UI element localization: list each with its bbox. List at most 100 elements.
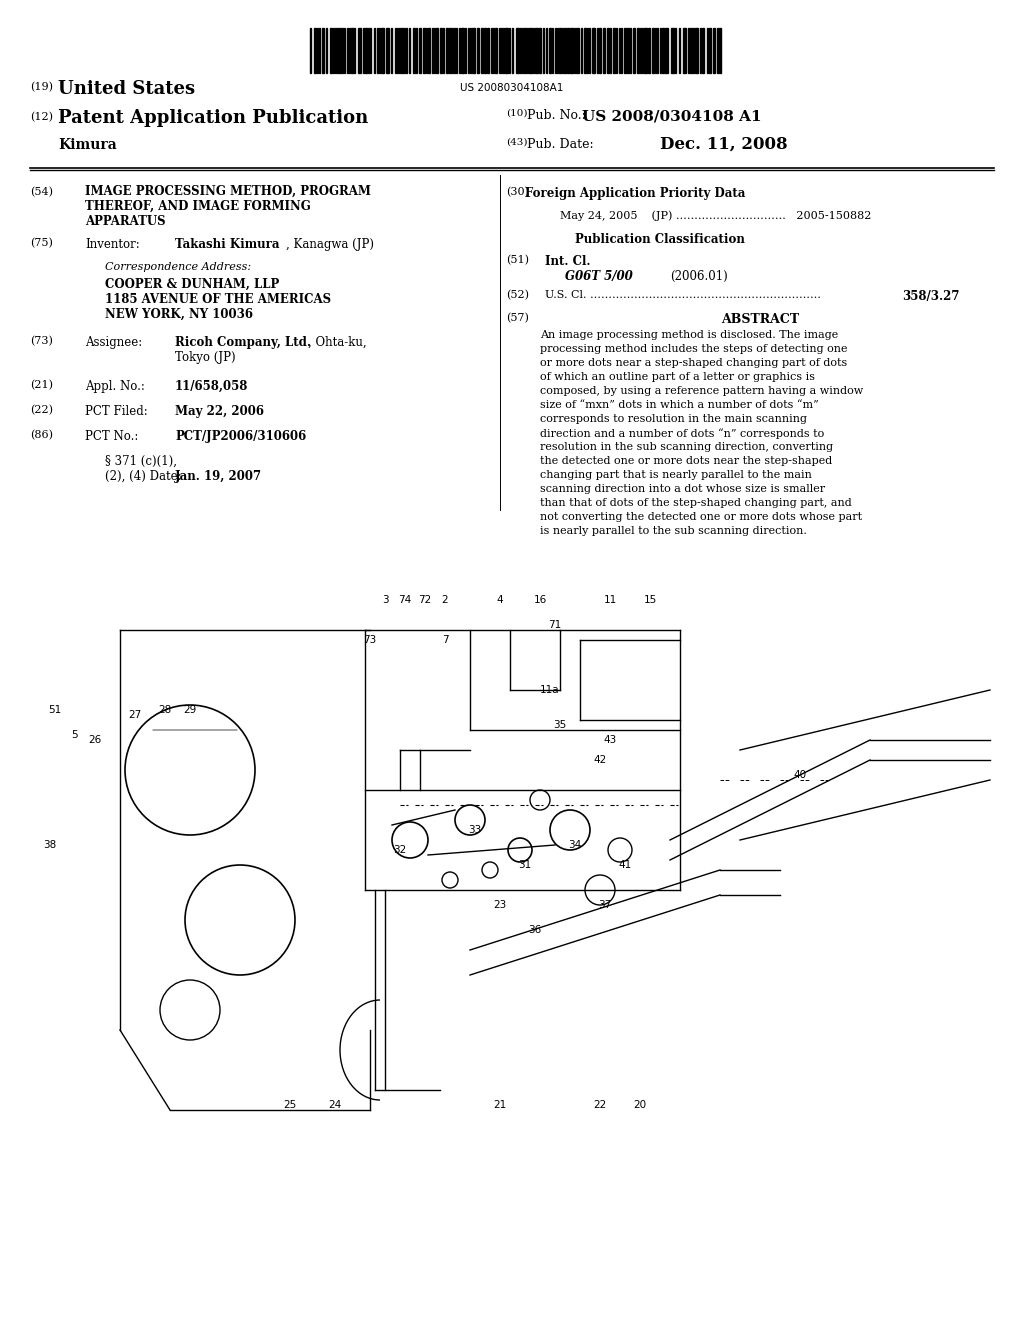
Text: G06T 5/00: G06T 5/00 [565,271,633,282]
Bar [449,28,451,73]
Bar [713,28,715,73]
Text: 42: 42 [593,755,606,766]
Text: U.S. Cl. ………………………………………………………: U.S. Cl. ……………………………………………………… [545,290,821,300]
Text: (2), (4) Date:: (2), (4) Date: [105,470,181,483]
Text: (86): (86) [30,430,53,441]
Bar [516,28,519,73]
Text: Publication Classification: Publication Classification [575,234,744,246]
Bar [613,28,615,73]
Text: (52): (52) [506,290,529,301]
Bar [559,28,561,73]
Text: THEREOF, AND IMAGE FORMING: THEREOF, AND IMAGE FORMING [85,201,310,213]
Text: (30): (30) [506,187,529,197]
Text: ABSTRACT: ABSTRACT [721,313,799,326]
Text: (51): (51) [506,255,529,265]
Text: PCT Filed:: PCT Filed: [85,405,147,418]
Bar [599,28,601,73]
Text: composed, by using a reference pattern having a window: composed, by using a reference pattern h… [540,385,863,396]
Bar [314,28,316,73]
Text: resolution in the sub scanning direction, converting: resolution in the sub scanning direction… [540,442,834,451]
Text: 11: 11 [603,595,616,605]
Bar [644,28,647,73]
Text: 41: 41 [618,861,632,870]
Text: of which an outline part of a letter or graphics is: of which an outline part of a letter or … [540,372,815,381]
Text: 27: 27 [128,710,141,719]
Bar [436,28,438,73]
Text: 7: 7 [441,635,449,645]
Text: (73): (73) [30,337,53,346]
Text: Tokyo (JP): Tokyo (JP) [175,351,236,364]
Text: PCT/JP2006/310606: PCT/JP2006/310606 [175,430,306,444]
Text: corresponds to resolution in the main scanning: corresponds to resolution in the main sc… [540,414,807,424]
Bar [484,28,486,73]
Bar [719,28,721,73]
Text: 23: 23 [494,900,507,909]
Bar [570,28,573,73]
Text: size of “mxn” dots in which a number of dots “m”: size of “mxn” dots in which a number of … [540,400,819,411]
Text: Correspondence Address:: Correspondence Address: [105,261,251,272]
Bar [461,28,464,73]
Text: 34: 34 [568,840,582,850]
Bar [487,28,489,73]
Bar [702,28,705,73]
Text: 74: 74 [398,595,412,605]
Text: 29: 29 [183,705,197,715]
Text: 73: 73 [364,635,377,645]
Bar [423,28,425,73]
Text: 22: 22 [593,1100,606,1110]
Text: 11/658,058: 11/658,058 [175,380,249,393]
Bar [549,28,551,73]
Bar [495,28,497,73]
Text: § 371 (c)(1),: § 371 (c)(1), [105,455,177,469]
Bar [358,28,361,73]
Bar [607,28,609,73]
Text: 36: 36 [528,925,542,935]
Text: (12): (12) [30,112,53,123]
Bar [539,28,541,73]
Text: US 20080304108A1: US 20080304108A1 [461,83,563,92]
Text: 35: 35 [553,719,566,730]
Text: PCT No.:: PCT No.: [85,430,138,444]
Bar [564,28,566,73]
Text: 358/3.27: 358/3.27 [902,290,961,304]
Bar [637,28,639,73]
Text: Takashi Kimura: Takashi Kimura [175,238,280,251]
Text: Assignee:: Assignee: [85,337,142,348]
Text: Int. Cl.: Int. Cl. [545,255,591,268]
Text: 21: 21 [494,1100,507,1110]
Text: United States: United States [58,81,196,98]
Bar [575,28,579,73]
Bar [419,28,421,73]
Text: 43: 43 [603,735,616,744]
Text: the detected one or more dots near the step-shaped: the detected one or more dots near the s… [540,455,833,466]
Text: (57): (57) [506,313,528,323]
Text: processing method includes the steps of detecting one: processing method includes the steps of … [540,345,848,354]
Bar [524,28,526,73]
Bar [339,28,341,73]
Text: 24: 24 [329,1100,342,1110]
Bar [529,28,532,73]
Bar [683,28,686,73]
Bar [671,28,674,73]
Text: Ricoh Company, Ltd.: Ricoh Company, Ltd. [175,337,311,348]
Text: May 22, 2006: May 22, 2006 [175,405,264,418]
Text: 16: 16 [534,595,547,605]
Text: 28: 28 [159,705,172,715]
Bar [386,28,389,73]
Bar [330,28,332,73]
Text: IMAGE PROCESSING METHOD, PROGRAM: IMAGE PROCESSING METHOD, PROGRAM [85,185,371,198]
Text: 31: 31 [518,861,531,870]
Bar [440,28,442,73]
Text: 33: 33 [468,825,481,836]
Text: (75): (75) [30,238,53,248]
Text: COOPER & DUNHAM, LLP: COOPER & DUNHAM, LLP [105,279,280,290]
Text: 40: 40 [794,770,807,780]
Text: 51: 51 [48,705,61,715]
Text: APPARATUS: APPARATUS [85,215,166,228]
Text: Pub. Date:: Pub. Date: [527,139,594,150]
Text: is nearly parallel to the sub scanning direction.: is nearly parallel to the sub scanning d… [540,525,807,536]
Text: May 24, 2005    (JP) …………………………   2005-150882: May 24, 2005 (JP) ………………………… 2005-150882 [560,210,871,220]
Bar [505,28,508,73]
Text: (54): (54) [30,187,53,197]
Text: 25: 25 [284,1100,297,1110]
